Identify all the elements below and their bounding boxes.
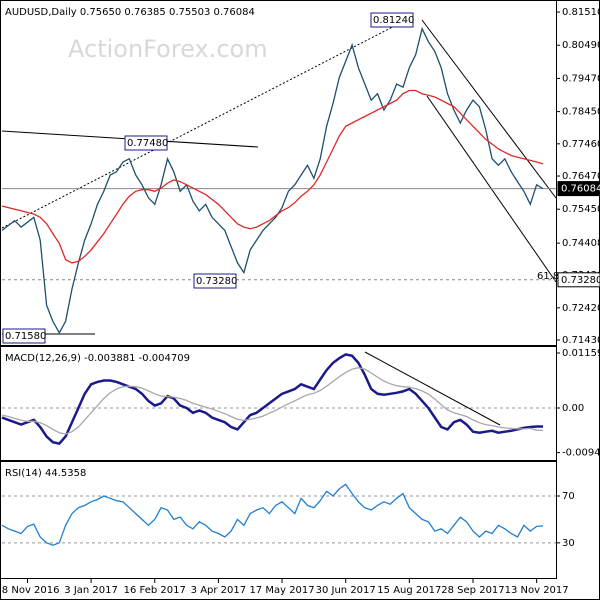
y-tick-label: -0.009408	[562, 448, 600, 459]
rsi-panel	[0, 461, 557, 579]
annotation-box	[193, 273, 237, 289]
x-tick-label: 13 Nov 2017	[505, 585, 569, 596]
y-tick-label: 0.74408	[562, 238, 600, 249]
x-tick-label: 15 Aug 2017	[377, 585, 441, 596]
series-line	[1, 367, 543, 435]
price-label-box	[557, 181, 600, 197]
x-tick-label: 28 Sep 2017	[441, 585, 504, 596]
annotation: 0.73280	[196, 276, 237, 287]
panel-title: MACD(12,26,9) -0.003881 -0.004709	[5, 353, 190, 364]
series-line	[1, 353, 543, 445]
price-label-box	[557, 272, 600, 288]
y-tick-label: 0.75450	[562, 204, 600, 215]
y-tick-label: 0.71430	[562, 335, 600, 346]
macd-panel	[0, 346, 557, 461]
x-tick-label: 18 Nov 2016	[0, 585, 59, 596]
y-tick-label: 30	[562, 538, 575, 549]
series-line	[1, 483, 544, 546]
y-tick-label: 0.77460	[562, 139, 600, 150]
price-panel	[0, 0, 557, 346]
series-line	[1, 89, 544, 264]
y-tick-label: 0.80490	[562, 40, 600, 51]
panel-title: AUDUSD,Daily 0.75650 0.76385 0.75503 0.7…	[5, 7, 255, 18]
y-tick-label: 0.01159	[562, 348, 600, 359]
annotation: 0.71580	[5, 331, 46, 342]
y-tick-label: 0.81510	[562, 7, 600, 18]
x-tick-label: 3 Apr 2017	[191, 585, 246, 596]
series-line	[1, 26, 544, 335]
watermark: ActionForex.com	[68, 35, 268, 63]
macd-trend-line	[364, 351, 501, 426]
annotation: 0.81240	[373, 15, 414, 26]
y-tick-label: 0.00	[562, 403, 584, 414]
x-tick-label: 3 Jan 2017	[64, 585, 118, 596]
x-tick-label: 16 Feb 2017	[124, 585, 186, 596]
annotation: 61.8	[537, 271, 559, 282]
y-tick-label: 70	[562, 491, 575, 502]
channel-line	[421, 19, 557, 199]
annotation-box	[124, 135, 168, 151]
y-tick-label: 0.78450	[562, 107, 600, 118]
price-label: 0.76084	[561, 184, 600, 195]
annotation-box	[2, 328, 46, 344]
x-tick-label: 30 Jun 2017	[316, 585, 376, 596]
annotation-box	[370, 12, 414, 28]
trend-line	[1, 16, 413, 229]
panel-title: RSI(14) 44.5358	[5, 468, 86, 479]
y-tick-label: 0.76470	[562, 171, 600, 182]
x-tick-label: 17 May 2017	[249, 585, 314, 596]
price-label: 0.73280	[561, 275, 600, 286]
y-tick-label: 0.79470	[562, 73, 600, 84]
y-tick-label: 0.72420	[562, 303, 600, 314]
annotation: 0.77480	[127, 138, 168, 149]
